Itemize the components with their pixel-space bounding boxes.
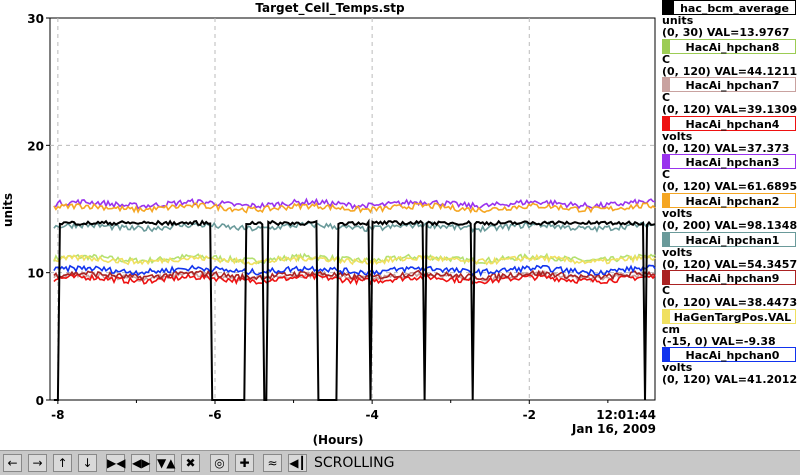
compress-vertical-button[interactable]: ✖ [181, 454, 200, 472]
legend-button[interactable]: HacAi_hpchan9 [662, 270, 796, 286]
legend-range: (0, 200) VAL=98.1348 [662, 219, 798, 232]
legend-range: (0, 120) VAL=37.373 [662, 141, 790, 155]
y-tick-label: 0 [36, 394, 44, 408]
series-line-hacai-hpchan3 [53, 197, 656, 211]
legend-unit: units [662, 14, 694, 27]
legend-unit: volts [662, 245, 693, 259]
current-time-label: 12:01:44 [596, 408, 656, 422]
x-axis-label: (Hours) [313, 433, 364, 447]
legend-unit: cm [662, 322, 680, 336]
scroll-up-button[interactable]: ↑ [53, 454, 72, 472]
legend-button[interactable]: hac_bcm_average [662, 0, 796, 15]
legend-button[interactable]: HacAi_hpchan1 [662, 231, 796, 247]
series-layer [53, 197, 656, 401]
legend-panel: hac_bcm_average units (0, 30) VAL=13.9767 H… [660, 0, 800, 450]
scroll-right-button[interactable]: → [28, 454, 47, 472]
legend-unit: C [662, 91, 671, 105]
series-line-hac-bcm-average [53, 218, 656, 401]
legend-range: (0, 120) VAL=41.2012 [662, 373, 798, 387]
series-line-hagentargpos-val [53, 253, 656, 267]
zoom-button[interactable]: ◎ [210, 454, 229, 472]
legend-button[interactable]: HacAi_hpchan0 [662, 347, 796, 363]
series-line-hacai-hpchan0 [53, 264, 656, 277]
legend-button[interactable]: HaGenTargPos.VAL [662, 308, 796, 324]
y-tick-label: 10 [27, 267, 44, 281]
legend-unit: C [662, 168, 671, 182]
series-line-hacai-hpchan1 [53, 220, 655, 234]
scroll-mode-button[interactable]: ◀┃ [288, 454, 307, 472]
strip-chart[interactable]: -8 -6 -4 -2 0 10 20 30 Target_Cell_Temps.stp (H… [0, 0, 660, 450]
x-tick-label: -8 [51, 408, 64, 422]
y-tick-label: 30 [27, 12, 44, 26]
legend-button[interactable]: HacAi_hpchan2 [662, 193, 796, 208]
add-button[interactable]: ✚ [235, 454, 254, 472]
chart-title: Target_Cell_Temps.stp [255, 1, 405, 16]
legend-unit: volts [662, 361, 693, 375]
x-tick-label: -6 [208, 408, 221, 422]
y-tick-label: 20 [27, 139, 44, 153]
series-line-hacai-hpchan4 [53, 273, 656, 286]
axis-layer: -8 -6 -4 -2 0 10 20 30 [27, 12, 609, 422]
y-axis-label: units [1, 193, 15, 227]
legend-range: (0, 120) VAL=44.1211 [662, 64, 798, 78]
expand-vertical-button[interactable]: ▼▲ [156, 454, 176, 472]
legend-range: (0, 120) VAL=39.1309 [662, 103, 798, 117]
autoscale-button[interactable]: ≈ [263, 454, 282, 472]
legend-range: (0, 120) VAL=61.6895 [662, 180, 798, 194]
current-date-label: Jan 16, 2009 [571, 422, 656, 436]
scroll-left-button[interactable]: ← [3, 454, 22, 472]
x-tick-label: -4 [365, 408, 378, 422]
series-line-hacai-hpchan9 [53, 269, 656, 282]
expand-horizontal-button[interactable]: ▶◀ [106, 454, 126, 472]
legend-button[interactable]: HacAi_hpchan7 [662, 77, 796, 93]
legend-range: (0, 120) VAL=38.4473 [662, 296, 798, 310]
legend-range: (0, 120) VAL=54.3457 [662, 257, 798, 271]
legend-button[interactable]: HacAi_hpchan8 [662, 38, 796, 54]
legend-unit: C [662, 52, 671, 66]
series-line-hacai-hpchan2 [53, 202, 656, 214]
compress-horizontal-button[interactable]: ◀▶ [131, 454, 151, 472]
legend-button[interactable]: HacAi_hpchan3 [662, 154, 796, 170]
legend-range: (-15, 0) VAL=-9.38 [662, 334, 776, 348]
legend-range: (0, 30) VAL=13.9767 [662, 26, 790, 39]
mode-label: SCROLLING [314, 455, 395, 471]
legend-unit: volts [662, 129, 693, 143]
legend-button[interactable]: HacAi_hpchan4 [662, 115, 796, 131]
scroll-down-button[interactable]: ↓ [78, 454, 97, 472]
toolbar: SCROLLING ← → ↑ ↓ ▶◀ ◀▶ ▼▲ ✖ ◎ ✚ ≈ ◀┃ [0, 450, 800, 475]
legend-unit: C [662, 284, 671, 298]
legend-unit: volts [662, 207, 693, 220]
x-tick-label: -2 [523, 408, 536, 422]
